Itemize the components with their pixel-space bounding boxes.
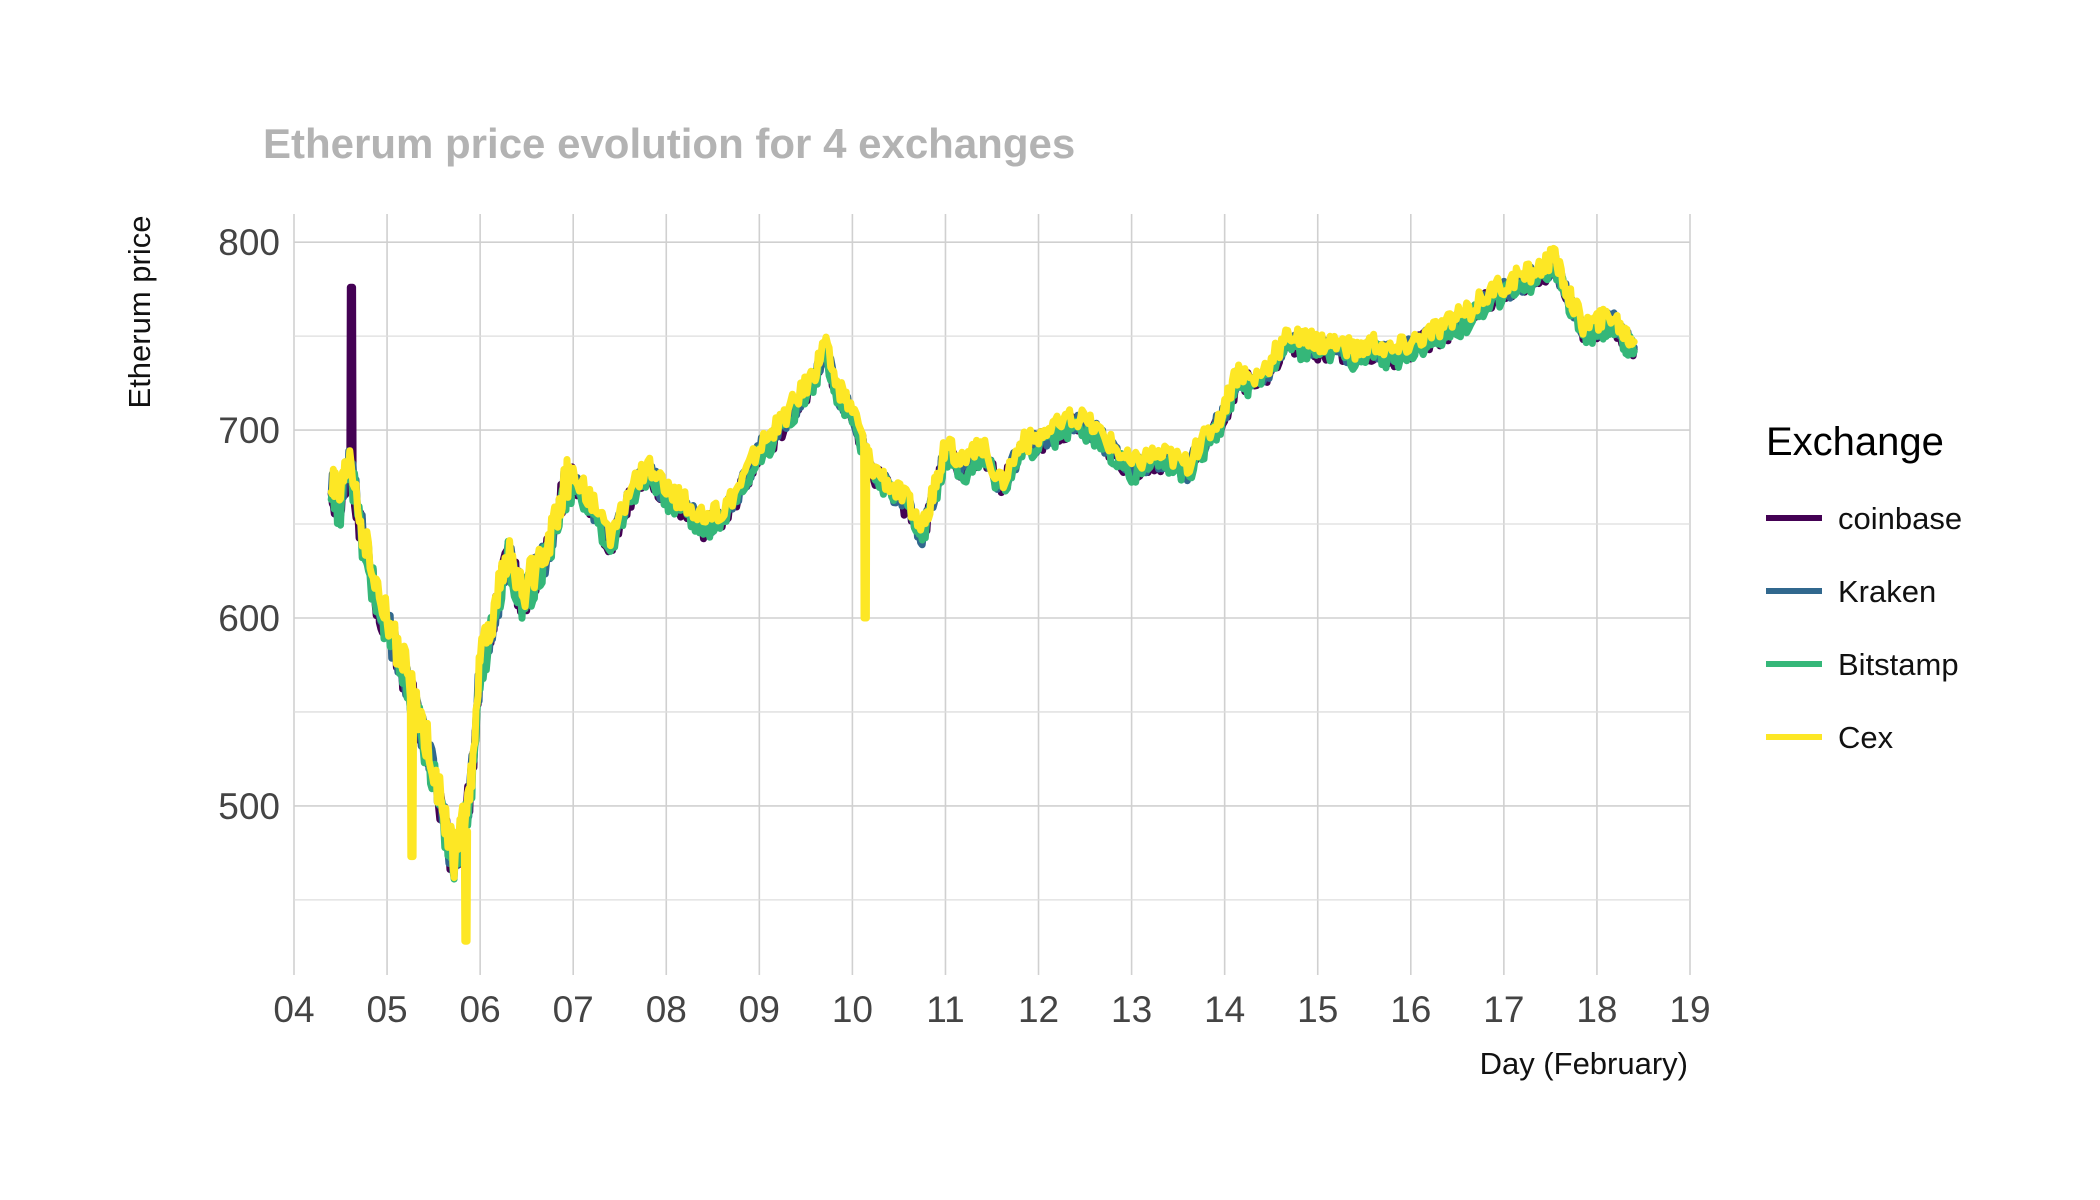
plot-area (327, 244, 1638, 945)
legend-title: Exchange (1766, 420, 1944, 464)
x-tick-label: 13 (1111, 989, 1152, 1030)
x-tick-label: 06 (460, 989, 501, 1030)
x-tick-label: 14 (1204, 989, 1245, 1030)
y-tick-label: 800 (218, 222, 280, 263)
x-tick-label: 18 (1576, 989, 1617, 1030)
x-tick-label: 05 (366, 989, 407, 1030)
x-tick-label: 16 (1390, 989, 1431, 1030)
x-tick-label: 15 (1297, 989, 1338, 1030)
x-tick-label: 19 (1669, 989, 1710, 1030)
x-tick-label: 17 (1483, 989, 1524, 1030)
x-tick-label: 11 (926, 989, 964, 1030)
x-tick-label: 07 (553, 989, 594, 1030)
legend-label-kraken: Kraken (1838, 574, 1936, 609)
series-line-cex (327, 244, 1638, 945)
y-tick-label: 500 (218, 786, 280, 827)
x-axis-ticks: 04 05 06 07 08 09 10 11 12 13 14 15 16 17 18 19 (273, 989, 1710, 1030)
x-tick-label: 08 (646, 989, 687, 1030)
y-axis-label: Etherum price (122, 216, 157, 409)
x-tick-label: 09 (739, 989, 780, 1030)
y-tick-label: 700 (218, 410, 280, 451)
chart-title: Etherum price evolution for 4 exchanges (263, 120, 1075, 167)
x-tick-label: 10 (832, 989, 873, 1030)
x-tick-label: 04 (273, 989, 314, 1030)
legend: Exchange coinbase Kraken Bitstamp Cex (1766, 420, 1962, 755)
legend-label-bitstamp: Bitstamp (1838, 647, 1959, 682)
y-tick-label: 600 (218, 598, 280, 639)
x-axis-label: Day (February) (1480, 1046, 1688, 1081)
x-tick-label: 12 (1018, 989, 1059, 1030)
y-axis-ticks: 500 600 700 800 (218, 222, 280, 827)
legend-label-coinbase: coinbase (1838, 501, 1962, 536)
legend-label-cex: Cex (1838, 720, 1894, 755)
